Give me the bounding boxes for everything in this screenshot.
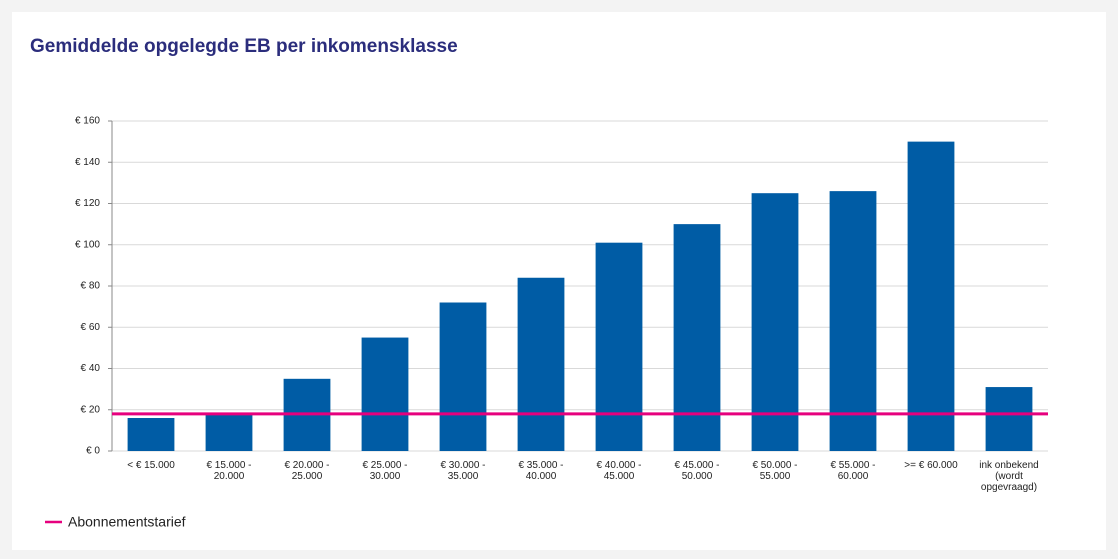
bar <box>205 413 253 451</box>
bar <box>985 387 1033 451</box>
x-tick-label: € 55.000 - 60.000 <box>830 460 876 482</box>
x-tick-label: € 15.000 - 20.000 <box>206 460 252 482</box>
y-tick-label: € 0 <box>86 446 100 457</box>
y-tick-label: € 60 <box>81 322 101 333</box>
bar <box>127 418 175 451</box>
bar <box>829 191 877 451</box>
x-tick-label: >= € 60.000 <box>904 460 958 471</box>
x-tick-label: € 30.000 - 35.000 <box>440 460 486 482</box>
bar <box>673 224 721 451</box>
bar <box>907 141 955 451</box>
x-tick-label: ink onbekend (wordt opgevraagd) <box>979 460 1039 493</box>
bar <box>751 193 799 451</box>
y-tick-label: € 100 <box>75 239 100 250</box>
legend-label: Abonnementstarief <box>68 514 186 530</box>
x-tick-label: € 35.000 - 40.000 <box>518 460 564 482</box>
y-tick-label: € 20 <box>81 404 101 415</box>
y-tick-label: € 120 <box>75 198 100 209</box>
bar <box>439 302 487 451</box>
x-tick-label: € 50.000 - 55.000 <box>752 460 798 482</box>
bar <box>595 242 643 451</box>
x-tick-label: € 20.000 - 25.000 <box>284 460 330 482</box>
y-tick-label: € 140 <box>75 157 100 168</box>
bar <box>361 337 409 451</box>
x-tick-label: € 45.000 - 50.000 <box>674 460 720 482</box>
x-tick-label: € 40.000 - 45.000 <box>596 460 642 482</box>
bar <box>517 277 565 451</box>
y-tick-label: € 160 <box>75 116 100 127</box>
y-tick-label: € 80 <box>81 281 101 292</box>
x-tick-label: € 25.000 - 30.000 <box>362 460 408 482</box>
y-tick-label: € 40 <box>81 363 101 374</box>
x-tick-label: < € 15.000 <box>127 460 175 471</box>
chart-title: Gemiddelde opgelegde EB per inkomensklas… <box>30 36 458 57</box>
